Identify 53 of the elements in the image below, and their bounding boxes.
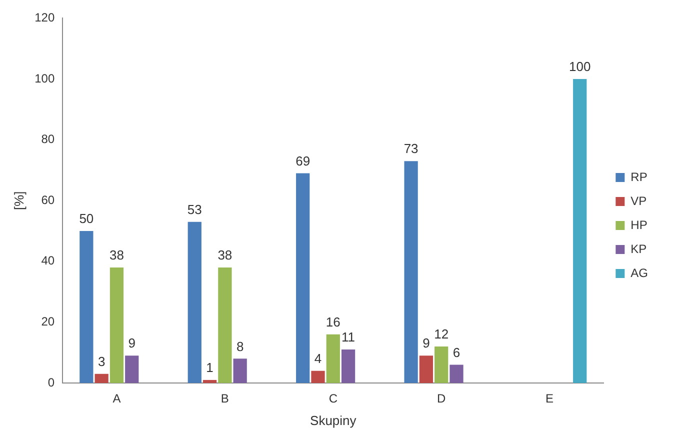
- bar: [110, 267, 124, 383]
- data-label: 53: [187, 202, 202, 217]
- legend-label: VP: [630, 194, 647, 208]
- x-tick-label: B: [220, 392, 229, 406]
- y-tick-label: 40: [41, 254, 55, 268]
- x-tick-label: C: [328, 392, 338, 406]
- data-label: 12: [434, 326, 449, 342]
- y-tick-label: 0: [48, 375, 55, 390]
- y-tick-label: 100: [34, 71, 55, 86]
- bar: [573, 79, 587, 383]
- bar: [296, 173, 310, 383]
- data-label: 16: [326, 314, 340, 330]
- x-tick-label: A: [112, 392, 121, 406]
- y-tick-label: 60: [41, 192, 55, 207]
- bar: [202, 380, 217, 383]
- bar: [94, 374, 108, 383]
- bar: [326, 334, 340, 383]
- legend-label: HP: [630, 218, 648, 232]
- bar: [233, 358, 247, 383]
- bar: [341, 350, 356, 383]
- data-label: 8: [236, 338, 244, 354]
- data-label: 69: [296, 153, 310, 168]
- data-label: 38: [218, 248, 232, 263]
- data-label: 11: [342, 330, 356, 345]
- y-tick-label: 120: [34, 10, 55, 25]
- data-label: 6: [452, 344, 460, 360]
- y-tick-label: 80: [41, 132, 55, 146]
- bar: [218, 267, 232, 383]
- data-label: 50: [79, 211, 94, 226]
- y-tick-label: 20: [41, 314, 55, 329]
- legend-label: KP: [630, 242, 647, 256]
- data-label: 73: [404, 141, 418, 156]
- bar: [188, 222, 202, 383]
- x-tick-label: D: [437, 392, 446, 406]
- bar: [450, 364, 464, 383]
- bar: [404, 161, 418, 383]
- bar: [419, 356, 434, 383]
- bar: [434, 346, 448, 383]
- bar: [311, 370, 325, 383]
- data-label: 9: [128, 336, 136, 351]
- data-label: 4: [314, 350, 322, 366]
- legend-label: RP: [630, 170, 648, 184]
- data-label: 100: [569, 59, 591, 74]
- data-label: 38: [109, 248, 124, 263]
- data-label: 1: [206, 360, 214, 376]
- bar: [80, 231, 94, 383]
- data-label: 9: [422, 336, 430, 351]
- data-label: 3: [98, 354, 106, 369]
- x-axis-title: Skupiny: [310, 412, 357, 428]
- y-axis-title: [%]: [11, 191, 26, 210]
- x-tick-label: E: [546, 392, 554, 406]
- bar: [125, 356, 139, 383]
- legend-label: AG: [630, 266, 648, 280]
